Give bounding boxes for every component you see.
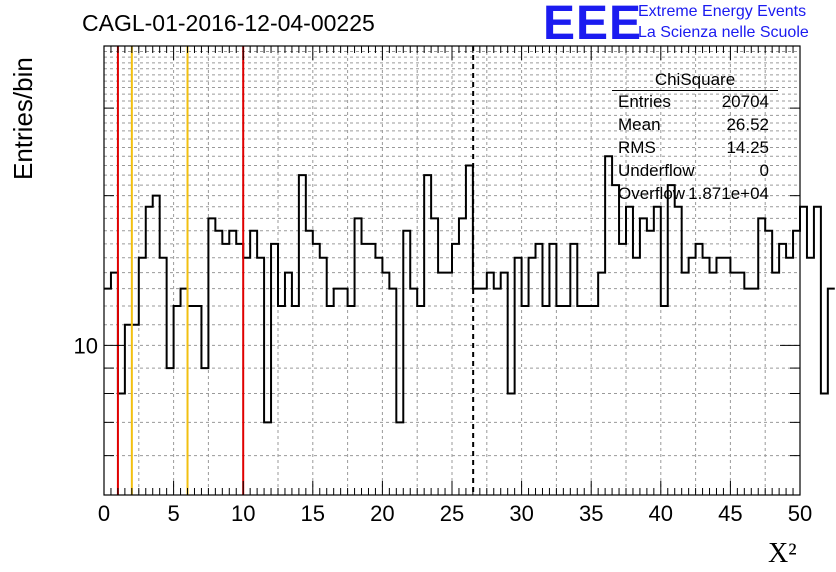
x-tick-label: 20 [370, 501, 394, 526]
x-tick-label: 15 [301, 501, 325, 526]
y-axis-label: Entries/bin [8, 57, 38, 180]
y-tick-label: 10 [74, 333, 98, 358]
stats-box-title: ChiSquare [654, 70, 736, 89]
x-tick-label: 50 [788, 501, 812, 526]
stats-label: Entries [618, 92, 671, 111]
stats-value: 14.25 [726, 138, 769, 157]
logo-line-1: Extreme Energy Events [638, 3, 807, 20]
histogram-line [104, 155, 835, 424]
stats-value: 1.871e+04 [688, 184, 769, 203]
x-tick-label: 10 [231, 501, 255, 526]
x-tick-label: 35 [579, 501, 603, 526]
x-tick-label: 25 [440, 501, 464, 526]
stats-label: Underflow [618, 161, 695, 180]
stats-value: 0 [759, 161, 769, 180]
stats-label: Mean [618, 115, 661, 134]
chart-title: CAGL-01-2016-12-04-00225 [82, 10, 375, 36]
x-axis-label: X² [768, 538, 797, 569]
x-tick-label: 40 [649, 501, 673, 526]
stats-label: Overflow [618, 184, 686, 203]
tick-labels: 0 5 10 15 20 25 30 35 40 45 50 10 [74, 333, 813, 526]
axis-ticks [103, 46, 801, 496]
stats-value: 20704 [721, 92, 769, 111]
eee-logo: EEE [543, 0, 643, 50]
x-tick-label: 30 [509, 501, 533, 526]
x-tick-label: 45 [718, 501, 742, 526]
x-tick-label: 0 [98, 501, 110, 526]
histogram-series [104, 155, 835, 424]
stats-label: RMS [618, 138, 656, 157]
reference-lines [116, 46, 475, 495]
logo-line-2: La Scienza nelle Scuole [638, 24, 809, 41]
stats-box-rule [612, 90, 778, 91]
stats-value: 26.52 [726, 115, 769, 134]
x-tick-label: 5 [167, 501, 179, 526]
